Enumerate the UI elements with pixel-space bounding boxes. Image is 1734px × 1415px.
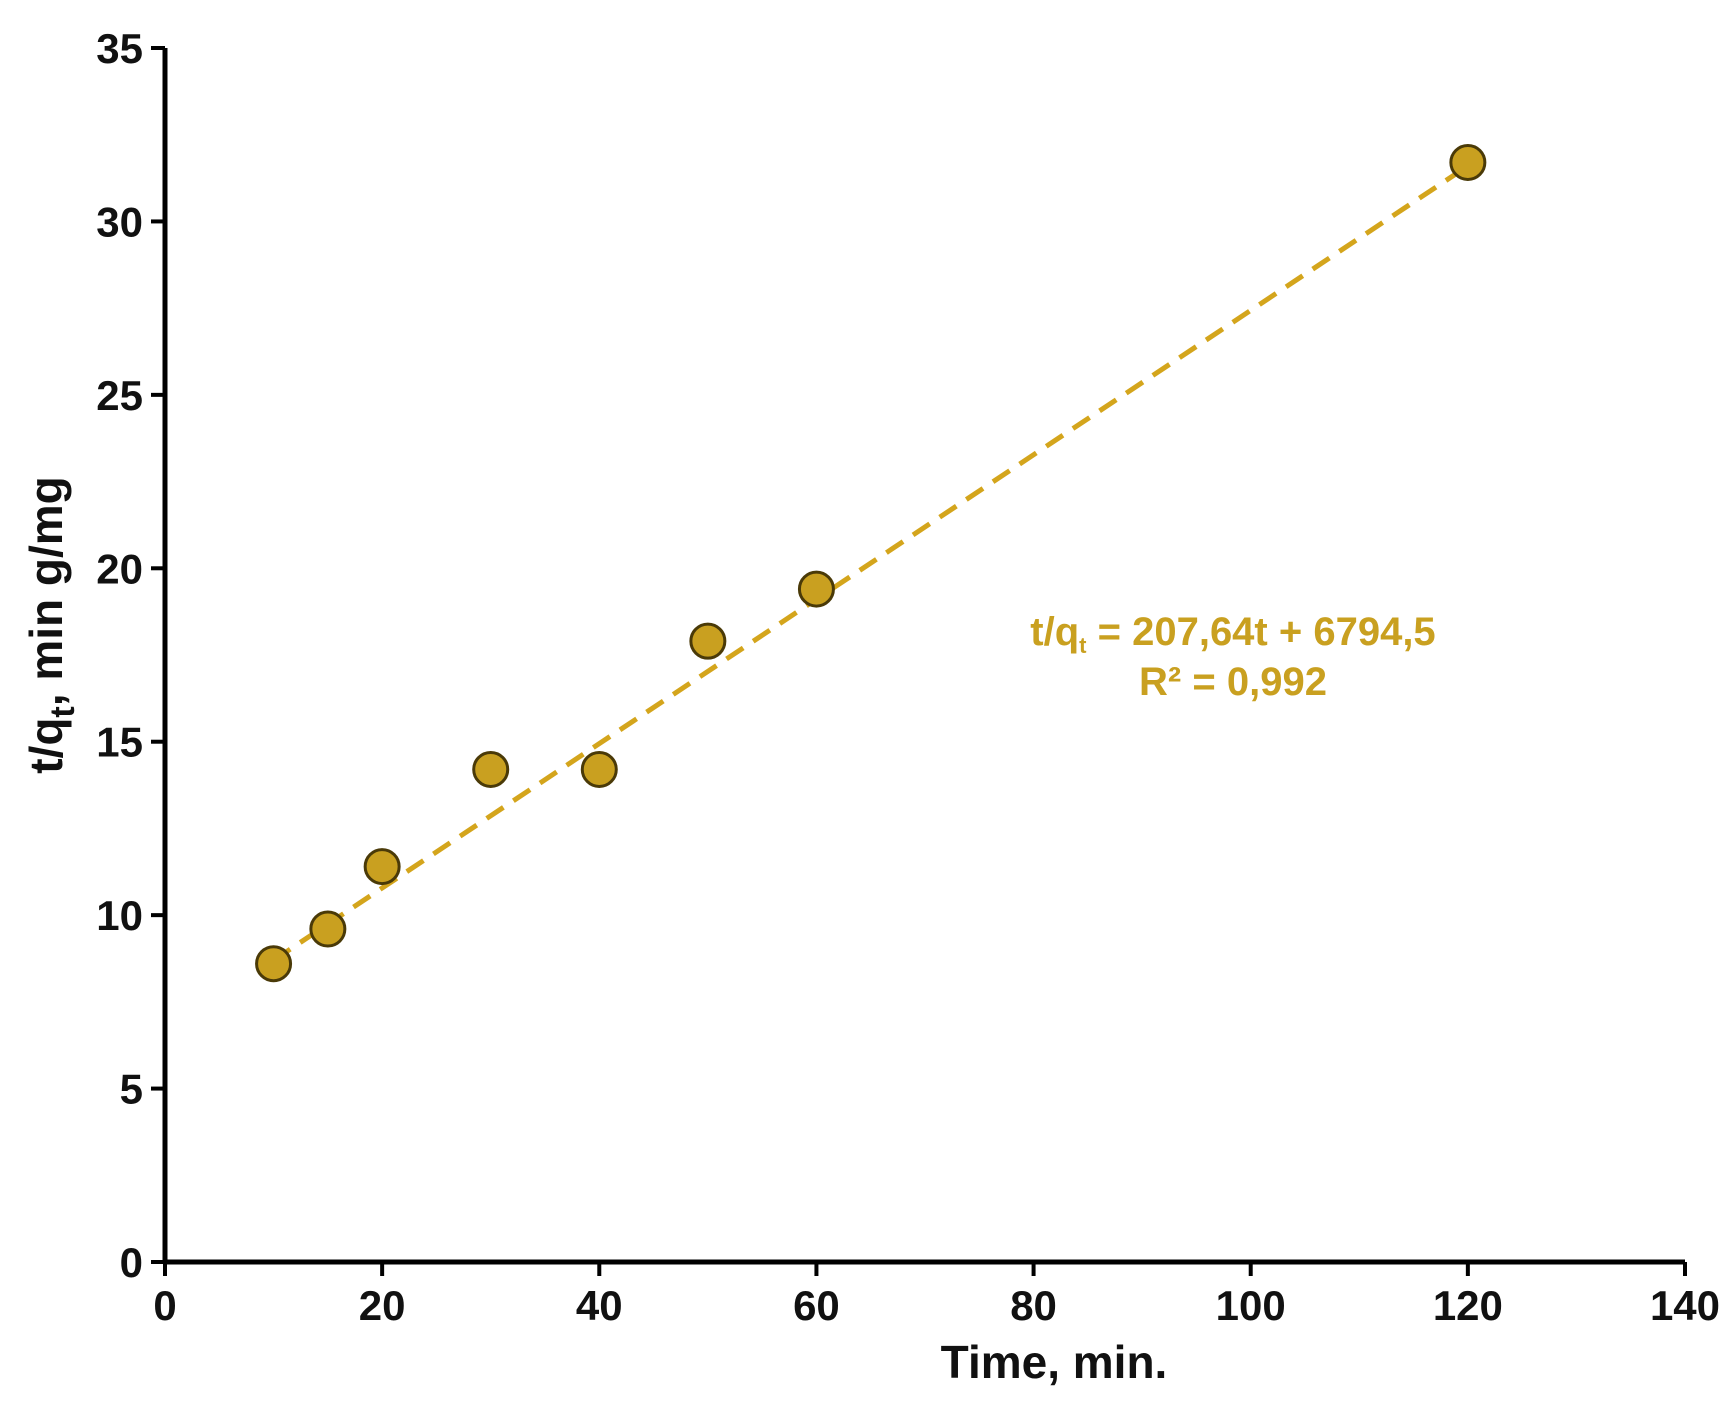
y-tick-label: 25	[96, 372, 143, 419]
y-tick-label: 30	[96, 198, 143, 245]
data-point	[580, 750, 618, 788]
data-point	[689, 622, 727, 660]
equation-suffix: = 207,64t + 6794,5	[1087, 610, 1436, 654]
x-tick-label: 120	[1433, 1282, 1503, 1329]
y-tick-label: 10	[96, 892, 143, 939]
x-tick-label: 20	[359, 1282, 406, 1329]
data-point	[472, 750, 510, 788]
y-tick-label: 15	[96, 719, 143, 766]
data-points	[255, 143, 1487, 983]
data-point	[1449, 143, 1487, 181]
equation-subscript: t	[1079, 633, 1087, 658]
data-point	[255, 945, 293, 983]
x-tick-label: 40	[576, 1282, 623, 1329]
regression-equation: t/qt = 207,64t + 6794,5	[1030, 610, 1435, 658]
x-axis-title: Time, min.	[941, 1336, 1168, 1388]
y-tick-label: 35	[96, 25, 143, 72]
axes	[162, 48, 1685, 1265]
r-squared-label: R² = 0,992	[1139, 660, 1327, 704]
y-tick-label: 0	[120, 1239, 143, 1286]
x-tick-label: 100	[1216, 1282, 1286, 1329]
data-point	[309, 910, 347, 948]
data-point	[363, 848, 401, 886]
trendline-group	[272, 163, 1470, 963]
data-point	[797, 570, 835, 608]
y-axis-title-main: t/q	[20, 718, 72, 774]
y-tick-label: 5	[120, 1066, 143, 1113]
x-tick-label: 60	[793, 1282, 840, 1329]
axis-ticks: 0 20 40 60 80 100 120 140 0 5 10 15 20 25 30 35	[96, 25, 1720, 1329]
x-tick-label: 80	[1010, 1282, 1057, 1329]
x-tick-label: 0	[153, 1282, 176, 1329]
regression-annotation: t/qt = 207,64t + 6794,5 R² = 0,992	[1030, 610, 1435, 704]
equation-prefix: t/q	[1030, 610, 1079, 654]
x-tick-label: 140	[1650, 1282, 1720, 1329]
y-tick-label: 20	[96, 545, 143, 592]
trendline	[272, 163, 1470, 963]
y-axis-title-suffix: , min g/mg	[20, 476, 72, 706]
y-axis-title: t/qt, min g/mg	[20, 476, 82, 774]
y-axis-title-subscript: t	[44, 706, 82, 717]
